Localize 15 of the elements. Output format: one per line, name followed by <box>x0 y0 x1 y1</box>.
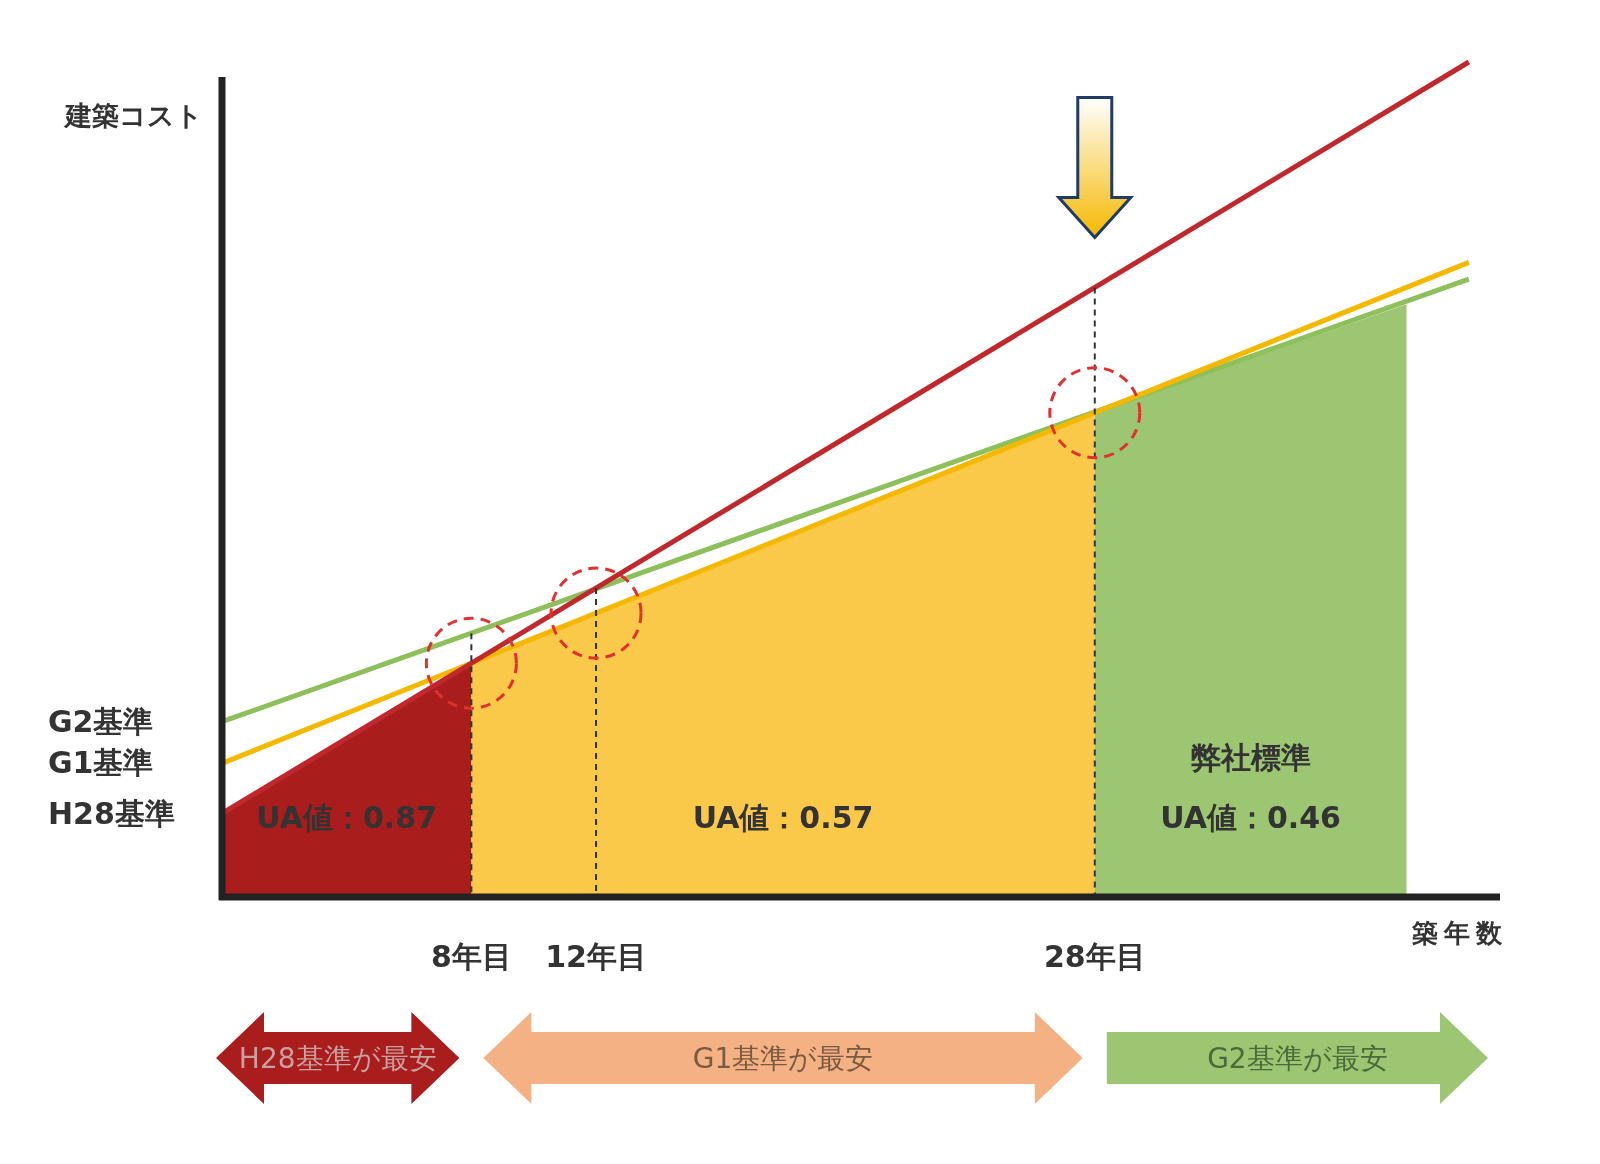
annotation: UA値：0.57 <box>692 800 874 835</box>
x-tick-label: 28年目 <box>1043 939 1146 974</box>
text: G1基準 <box>48 745 154 781</box>
x-tick-label: 8年目 <box>430 939 512 974</box>
text: G2基準が最安 <box>1207 1042 1388 1075</box>
text: G1基準が最安 <box>692 1042 874 1075</box>
x-axis-title: 築年数 <box>1411 918 1508 948</box>
annotation: UA値：0.46 <box>1160 800 1341 835</box>
y-axis-title: 建築コスト <box>63 100 203 131</box>
series-label: H28基準 <box>48 795 175 831</box>
annotation: UA値：0.87 <box>256 800 438 835</box>
text: H28基準が最安 <box>238 1042 437 1075</box>
x-tick-label: 12年目 <box>545 939 647 974</box>
text: G2基準 <box>48 703 154 739</box>
annotation: 弊社標準 <box>1190 740 1311 775</box>
